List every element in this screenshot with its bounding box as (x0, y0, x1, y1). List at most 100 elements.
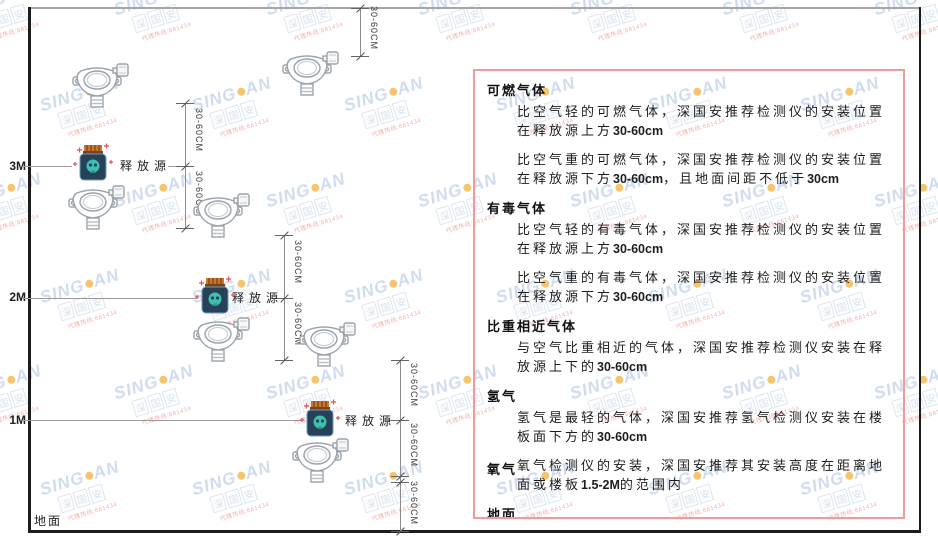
watermark-red-text: 代理热线:661434 (0, 213, 41, 235)
watermark-cn: 深国安 (361, 93, 431, 130)
watermark-red-text: 代理热线:661434 (371, 117, 423, 139)
brand-dot-icon (235, 278, 246, 289)
brand-dot-icon (5, 182, 16, 193)
dimension-label: 30-60CM (293, 240, 303, 285)
height-label-2m: 2M (9, 290, 26, 304)
dimension-line (360, 8, 361, 56)
right-border-line (919, 7, 921, 533)
section-paragraph: 比空气轻的可燃气体，深国安推荐检测仪的安装位置在释放源上方30-60cm (517, 104, 886, 138)
watermark-red-text: 代理热线:661434 (749, 21, 801, 43)
section-paragraph: 比空气轻的有毒气体，深国安推荐检测仪的安装位置在释放源上方30-60cm (517, 222, 886, 256)
brand-dot-icon (387, 278, 398, 289)
brand-dot-icon (157, 0, 168, 1)
height-label-1m: 1M (9, 413, 26, 427)
ground-label: 地面 (34, 514, 63, 528)
watermark-cn: 深国安 (739, 0, 809, 34)
brand-dot-icon (309, 0, 320, 1)
watermark-red-text: 代理热线:661434 (67, 501, 119, 523)
dimension-line (400, 360, 401, 531)
dimension-label: 30-60CM (409, 481, 419, 526)
brand-dot-icon (765, 0, 776, 1)
release-source-icon (193, 275, 237, 317)
release-source-label-3m: 释放源 (120, 159, 172, 173)
left-wall-line (28, 7, 31, 533)
panel-section-1: 有毒气体 比空气轻的有毒气体，深国安推荐检测仪的安装位置在释放源上方30-60cm… (475, 198, 903, 307)
dimension-label: 30-60CM (409, 423, 419, 468)
watermark-red-text: 代理热线:661434 (141, 405, 193, 427)
brand-dot-icon (613, 0, 624, 1)
ceiling-line (28, 7, 921, 9)
watermark-red-text: 代理热线:661434 (293, 213, 345, 235)
section-paragraph: 与空气比重相近的气体，深国安推荐检测仪安装在释放源上下的30-60cm (517, 340, 886, 374)
watermark-red-text: 代理热线:661434 (219, 117, 271, 139)
release-source-label-2m: 释放源 (232, 291, 284, 305)
watermark-cn: 深国安 (131, 0, 201, 34)
watermark-cn: 深国安 (891, 0, 938, 34)
ground-line (28, 530, 921, 533)
brand-dot-icon (309, 182, 320, 193)
panel-section-0: 可燃气体 比空气轻的可燃气体，深国安推荐检测仪的安装位置在释放源上方30-60cm… (475, 80, 903, 189)
panel-sections: 可燃气体 比空气轻的可燃气体，深国安推荐检测仪的安装位置在释放源上方30-60cm… (475, 80, 903, 519)
watermark-cn: 深国安 (131, 381, 201, 418)
panel-section-3: 氢气氢气是最轻的气体，深国安推荐氢气检测仪安装在楼板面下方的30-60cm (475, 386, 903, 447)
release-source-icon (298, 398, 342, 440)
brand-dot-icon (235, 470, 246, 481)
brand-dot-icon (461, 0, 472, 1)
watermark-cn: 深国安 (0, 189, 50, 226)
brand-dot-icon (461, 374, 472, 385)
level-line (22, 420, 301, 421)
brand-dot-icon (461, 182, 472, 193)
watermark-red-text: 代理热线:661434 (293, 21, 345, 43)
section-paragraph: 氢气是最轻的气体，深国安推荐氢气检测仪安装在楼板面下方的30-60cm (517, 410, 886, 444)
watermark-cn: 深国安 (361, 285, 431, 322)
watermark-red-text: 代理热线:661434 (67, 117, 119, 139)
gas-detector-icon (67, 184, 125, 232)
brand-dot-icon (5, 0, 16, 1)
section-paragraph: 氧气检测仪的安装，深国安推荐其安装高度在距离地面或楼板1.5-2M的范围内 (517, 458, 886, 492)
section-paragraph: 比空气重的有毒气体，深国安推荐检测仪的安装位置在释放源下方30-60cm (517, 270, 886, 304)
watermark-red-text: 代理热线:661434 (371, 501, 423, 523)
watermark-cn: 深国安 (131, 189, 201, 226)
dimension-label: 30-60CM (409, 363, 419, 408)
watermark-red-text: 代理热线:661434 (445, 21, 497, 43)
watermark-cn: 深国安 (0, 0, 50, 34)
level-line (22, 166, 72, 167)
dimension-label: 30-60CM (369, 6, 379, 51)
gas-detector-icon (192, 192, 250, 240)
brand-dot-icon (157, 374, 168, 385)
brand-dot-icon (917, 0, 928, 1)
info-panel: 可燃气体 比空气轻的可燃气体，深国安推荐检测仪的安装位置在释放源上方30-60cm… (473, 69, 905, 519)
watermark-cn: 深国安 (435, 0, 505, 34)
watermark-cn: 深国安 (283, 189, 353, 226)
section-header: 氢气 (487, 389, 518, 404)
panel-section-2: 比重相近气体 与空气比重相近的气体，深国安推荐检测仪安装在释放源上下的30-60c… (475, 316, 903, 377)
panel-section-4: 氧气 氧气检测仪的安装，深国安推荐其安装高度在距离地面或楼板1.5-2M的范围内 (475, 456, 903, 495)
dimension-label: 30-60CM (194, 108, 204, 153)
brand-dot-icon (387, 86, 398, 97)
watermark-cn: 深国安 (283, 0, 353, 34)
gas-detector-icon (71, 62, 129, 110)
section-header: 地面 (487, 507, 518, 519)
panel-section-5: 地面检测仪地面间距，深国安推荐在30-60cm，且不得小于30cm，因为过低容易… (475, 504, 903, 519)
